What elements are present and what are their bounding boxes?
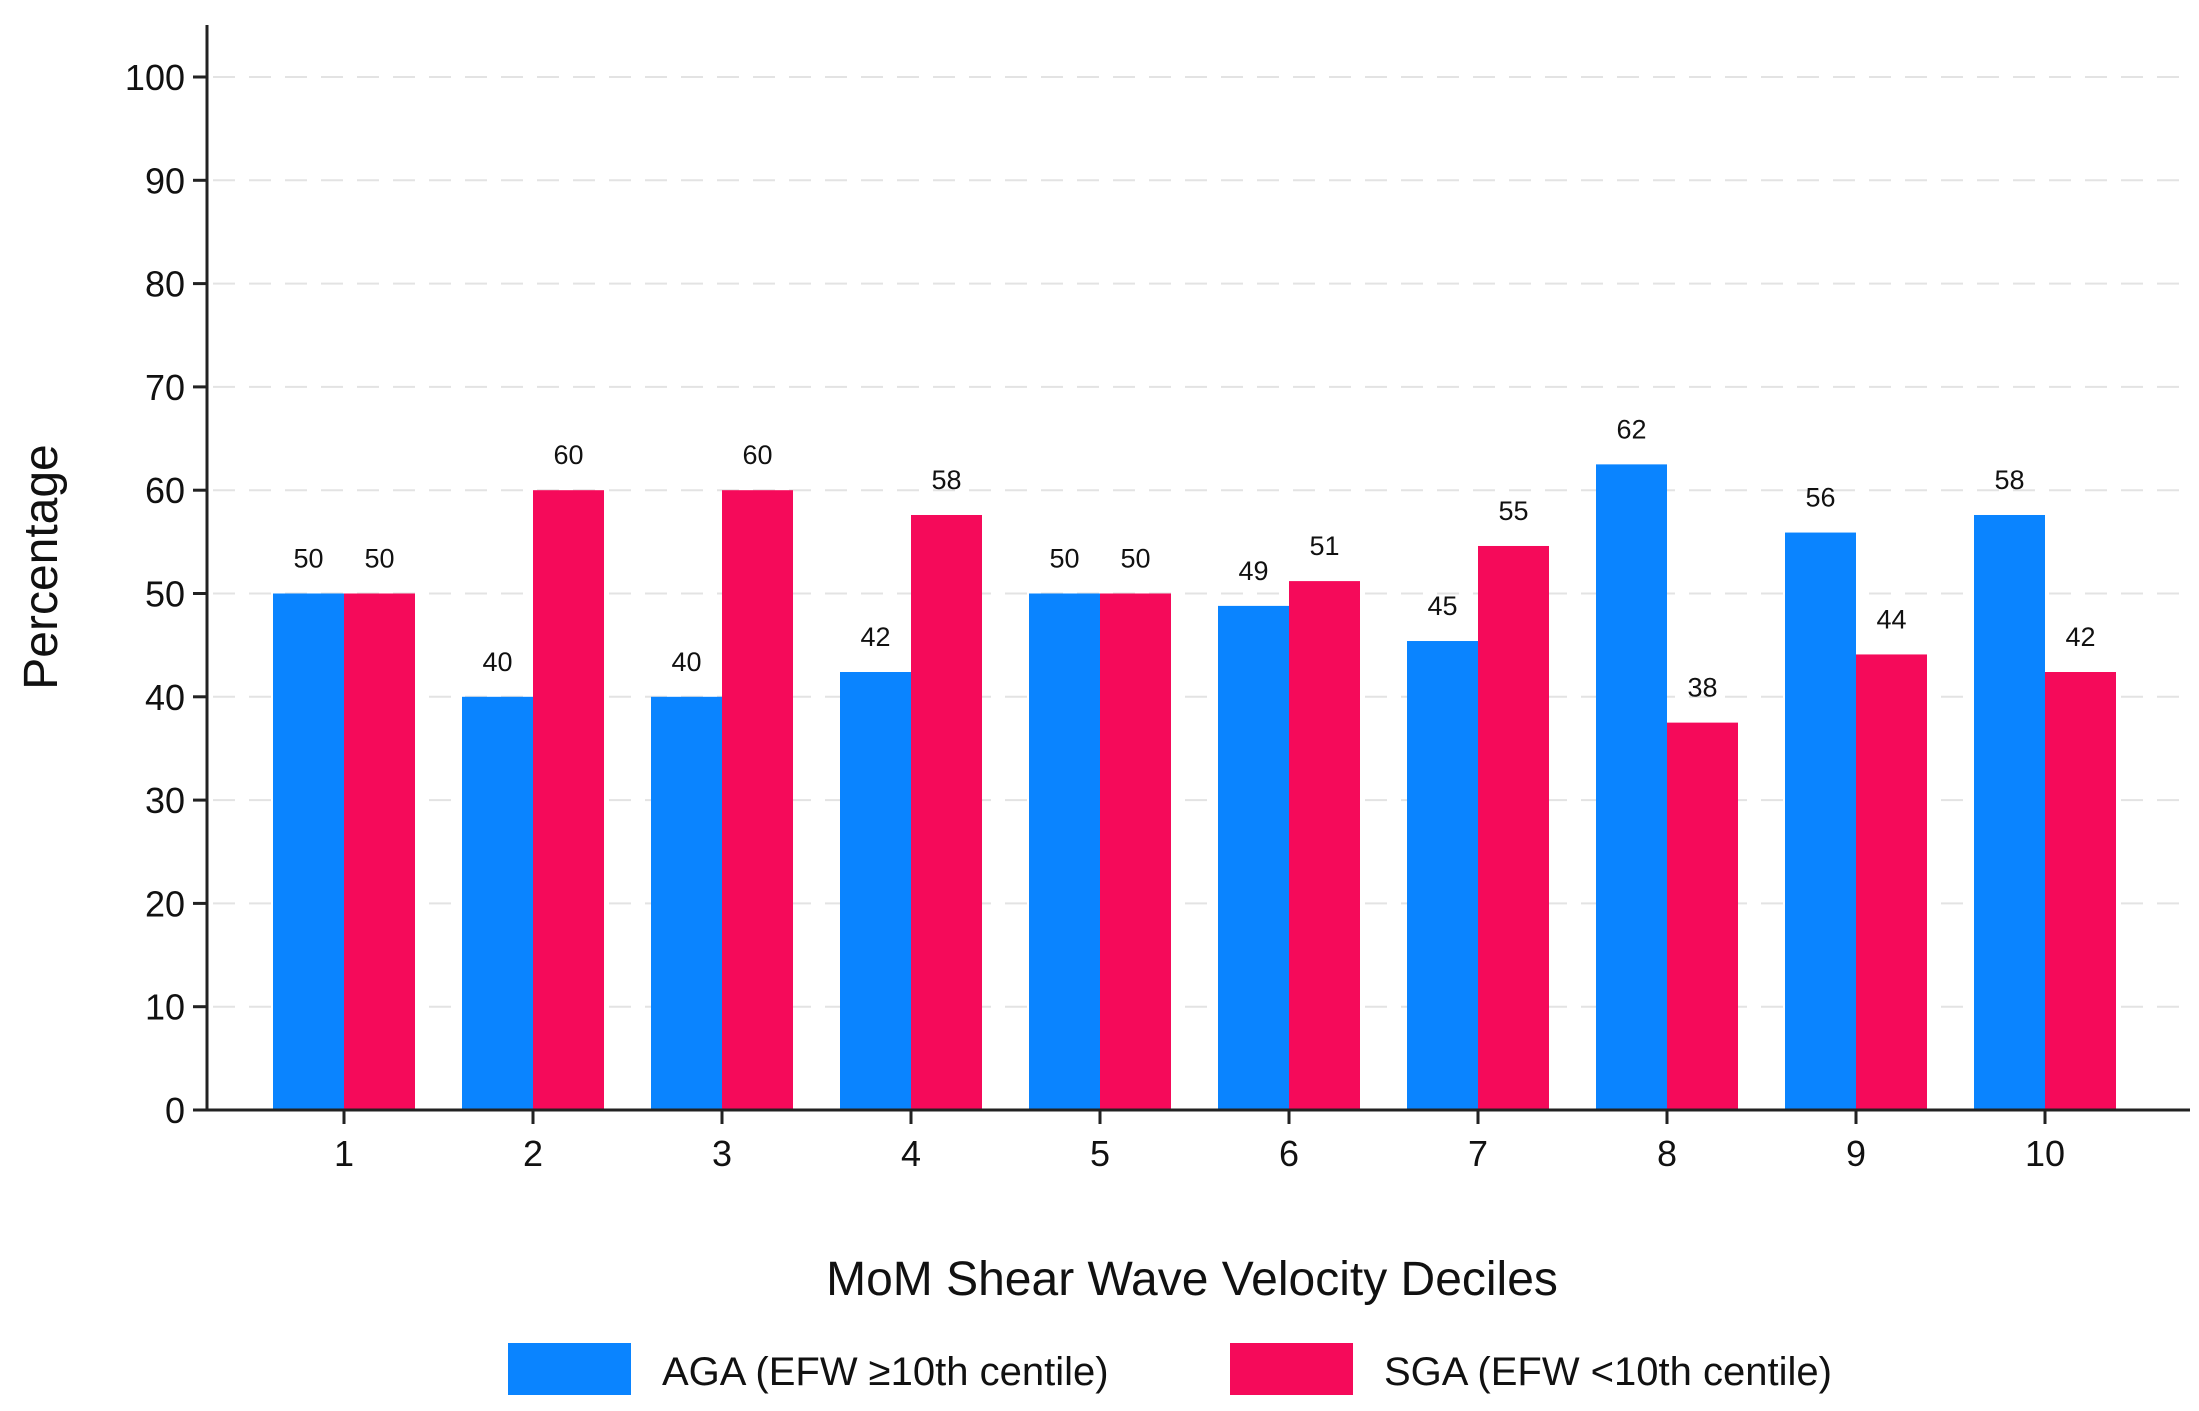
bar-aga-3 — [651, 696, 722, 1110]
bar-aga-6 — [1218, 605, 1289, 1110]
x-tick-label-9: 9 — [1846, 1133, 1866, 1174]
data-label-aga-3: 40 — [671, 647, 701, 677]
data-label-aga-4: 42 — [860, 622, 890, 652]
bar-aga-8 — [1596, 464, 1667, 1110]
y-tick-label-0: 0 — [165, 1090, 185, 1131]
axes — [205, 25, 2190, 1112]
bar-aga-10 — [1974, 514, 2045, 1110]
y-tick-label-50: 50 — [145, 574, 185, 615]
x-tick-label-10: 10 — [2025, 1133, 2065, 1174]
x-tick-label-5: 5 — [1090, 1133, 1110, 1174]
data-labels: 50 50 40 60 40 60 42 58 50 50 49 51 45 55 62 38 56 44 58 42 — [293, 414, 2095, 702]
y-tick-label-10: 10 — [145, 987, 185, 1028]
bar-sga-1 — [344, 593, 415, 1110]
bar-sga-5 — [1100, 593, 1171, 1110]
y-tick-label-20: 20 — [145, 883, 185, 924]
bar-aga-5 — [1029, 593, 1100, 1110]
data-label-sga-5: 50 — [1120, 544, 1150, 574]
bar-sga-3 — [722, 490, 793, 1110]
y-tick-label-80: 80 — [145, 264, 185, 305]
x-tick-label-6: 6 — [1279, 1133, 1299, 1174]
x-tick-label-4: 4 — [901, 1133, 921, 1174]
bar-sga-9 — [1856, 654, 1927, 1110]
data-label-aga-10: 58 — [1994, 465, 2024, 495]
bar-sga-2 — [533, 490, 604, 1110]
y-tick-label-100: 100 — [125, 57, 185, 98]
data-label-sga-8: 38 — [1687, 673, 1717, 703]
legend-swatch-sga — [1230, 1343, 1353, 1395]
y-ticks: 0 10 20 30 40 50 60 70 80 90 100 — [125, 57, 207, 1131]
bar-sga-6 — [1289, 581, 1360, 1110]
bars — [273, 464, 2116, 1110]
y-tick-label-90: 90 — [145, 160, 185, 201]
data-label-aga-7: 45 — [1427, 591, 1457, 621]
legend-label-sga: SGA (EFW <10th centile) — [1384, 1350, 1832, 1394]
y-tick-label-30: 30 — [145, 780, 185, 821]
data-label-sga-10: 42 — [2065, 622, 2095, 652]
bar-aga-2 — [462, 696, 533, 1110]
y-axis-title: Percentage — [15, 444, 68, 690]
data-label-sga-4: 58 — [931, 465, 961, 495]
data-label-aga-5: 50 — [1049, 544, 1079, 574]
data-label-aga-2: 40 — [482, 647, 512, 677]
bar-aga-9 — [1785, 532, 1856, 1110]
x-ticks: 1 2 3 4 5 6 7 8 9 10 — [334, 1110, 2065, 1174]
bar-sga-10 — [2045, 672, 2116, 1110]
bar-sga-7 — [1478, 545, 1549, 1110]
y-tick-label-40: 40 — [145, 677, 185, 718]
data-label-aga-1: 50 — [293, 544, 323, 574]
data-label-aga-9: 56 — [1805, 483, 1835, 513]
bar-sga-4 — [911, 514, 982, 1110]
data-label-sga-2: 60 — [553, 440, 583, 470]
data-label-sga-9: 44 — [1876, 604, 1906, 634]
x-tick-label-7: 7 — [1468, 1133, 1488, 1174]
legend: AGA (EFW ≥10th centile) SGA (EFW <10th c… — [508, 1343, 1832, 1395]
data-label-sga-3: 60 — [742, 440, 772, 470]
data-label-sga-6: 51 — [1309, 531, 1339, 561]
legend-label-aga: AGA (EFW ≥10th centile) — [662, 1350, 1109, 1394]
x-tick-label-1: 1 — [334, 1133, 354, 1174]
x-tick-label-3: 3 — [712, 1133, 732, 1174]
bar-aga-7 — [1407, 641, 1478, 1110]
y-tick-label-60: 60 — [145, 470, 185, 511]
bar-aga-4 — [840, 672, 911, 1110]
bar-sga-8 — [1667, 722, 1738, 1110]
y-tick-label-70: 70 — [145, 367, 185, 408]
data-label-sga-7: 55 — [1498, 496, 1528, 526]
x-axis-title: MoM Shear Wave Velocity Deciles — [826, 1253, 1558, 1306]
x-tick-label-8: 8 — [1657, 1133, 1677, 1174]
bar-aga-1 — [273, 593, 344, 1110]
x-tick-label-2: 2 — [523, 1133, 543, 1174]
data-label-aga-6: 49 — [1238, 556, 1268, 586]
legend-swatch-aga — [508, 1343, 631, 1395]
data-label-aga-8: 62 — [1616, 414, 1646, 444]
data-label-sga-1: 50 — [364, 544, 394, 574]
